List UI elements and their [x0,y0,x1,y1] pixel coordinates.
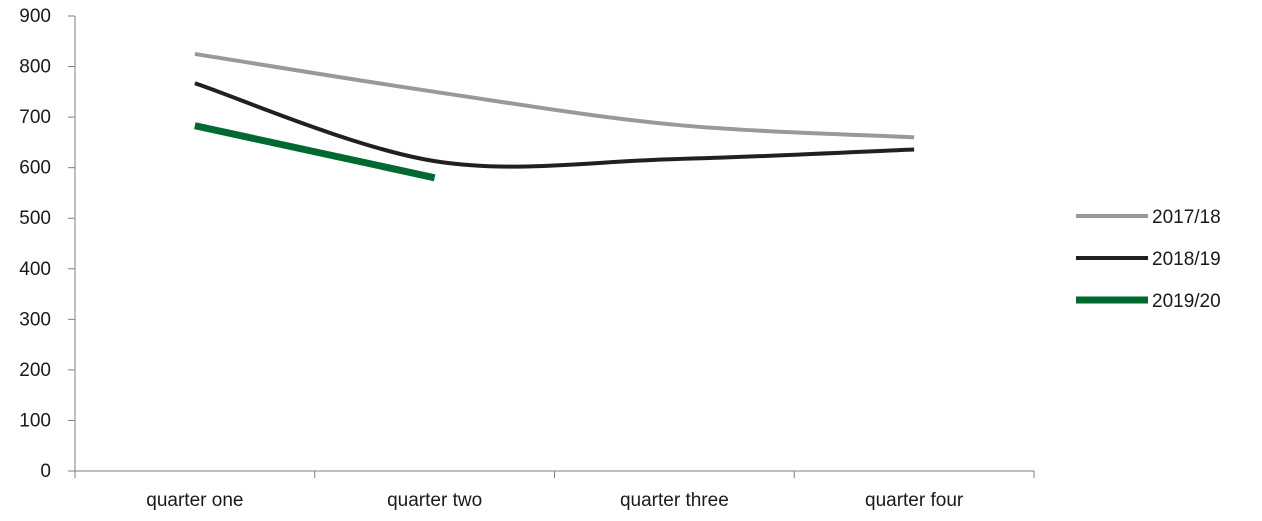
y-tick-label: 0 [40,461,51,482]
y-tick-label: 500 [19,208,51,229]
legend-label: 2017/18 [1152,207,1221,228]
x-tick-label: quarter two [387,490,482,511]
x-tick-label: quarter three [620,490,729,511]
y-tick-label: 700 [19,107,51,128]
series-layer [195,54,914,178]
legend-item: 2019/20 [1076,291,1221,312]
legend-label: 2018/19 [1152,249,1221,270]
y-tick-label: 900 [19,6,51,27]
legend-label: 2019/20 [1152,291,1221,312]
legend: 2017/18 2018/19 2019/20 [1076,207,1221,312]
y-tick-label: 200 [19,360,51,381]
y-tick-label: 600 [19,158,51,179]
x-tick-label: quarter one [146,490,243,511]
axes: 0 100 200 300 400 500 600 700 800 900 quarter one q… [19,6,1034,511]
y-tick-label: 400 [19,259,51,280]
y-tick-label: 800 [19,57,51,78]
legend-item: 2018/19 [1076,249,1221,270]
series-line-2018-19 [195,83,914,166]
x-tick-label: quarter four [865,490,964,511]
legend-item: 2017/18 [1076,207,1221,228]
y-tick-label: 300 [19,309,51,330]
y-tick-label: 100 [19,410,51,431]
